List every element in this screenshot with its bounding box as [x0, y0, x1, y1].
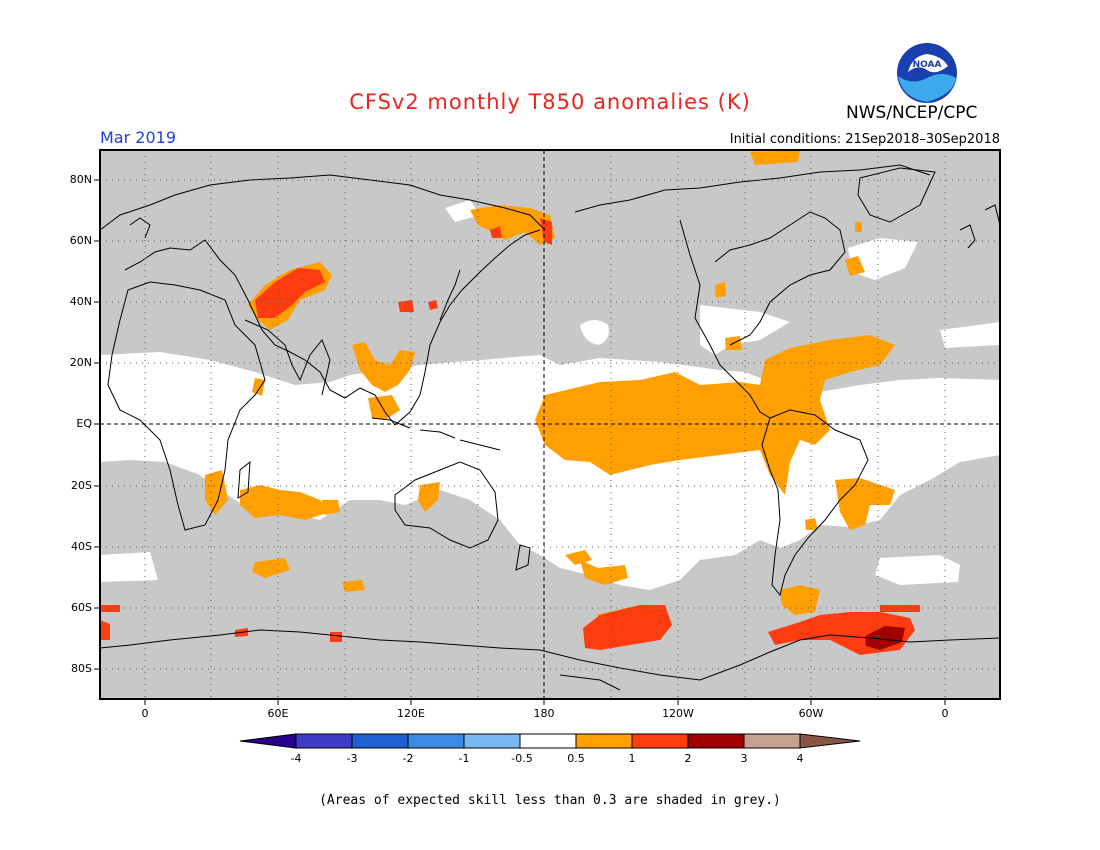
colorbar-label: -0.5 — [511, 752, 533, 765]
lon-label: 60E — [267, 707, 289, 720]
lat-label: EQ — [76, 417, 92, 430]
lat-label: 40N — [69, 295, 92, 308]
skill-note: (Areas of expected skill less than 0.3 a… — [319, 793, 781, 808]
org-name: NWS/NCEP/CPC — [846, 103, 978, 123]
colorbar-label: 1 — [628, 752, 636, 765]
lat-label: 20N — [69, 356, 92, 369]
colorbar-segment — [575, 733, 633, 749]
initial-conditions: Initial conditions: 21Sep2018–30Sep2018 — [729, 132, 1000, 147]
lon-label: 0 — [141, 707, 149, 720]
coastlines — [99, 164, 1001, 691]
lat-label: 20S — [71, 479, 92, 492]
lon-label: 120W — [662, 707, 694, 720]
reference-lines — [100, 150, 1000, 699]
lat-label: 60S — [71, 601, 92, 614]
colorbar-arrow-high — [799, 733, 861, 749]
colorbar — [239, 733, 861, 749]
lat-label: 80N — [69, 173, 92, 186]
colorbar-label: 0.5 — [567, 752, 585, 765]
graticule — [100, 150, 1000, 699]
lat-label: 80S — [71, 662, 92, 675]
lat-label: 60N — [69, 234, 92, 247]
colorbar-segment — [631, 733, 689, 749]
chart-title: CFSv2 monthly T850 anomalies (K) — [349, 90, 751, 114]
colorbar-label: -2 — [402, 752, 414, 765]
colorbar-label: 2 — [684, 752, 692, 765]
noaa-logo: NOAA — [897, 43, 957, 103]
lat-label: 40S — [71, 540, 92, 553]
colorbar-arrow-low — [239, 733, 297, 749]
lon-label: 60W — [798, 707, 824, 720]
colorbar-segment — [351, 733, 409, 749]
lon-label: 0 — [941, 707, 949, 720]
colorbar-segment — [463, 733, 521, 749]
lon-label: 180 — [533, 707, 555, 720]
colorbar-label: -3 — [346, 752, 358, 765]
colorbar-segment — [295, 733, 353, 749]
axis-ticks — [94, 179, 946, 705]
warm-anomaly-2-3 — [865, 626, 905, 650]
lon-label: 120E — [397, 707, 425, 720]
forecast-month: Mar 2019 — [100, 128, 176, 147]
colorbar-label: -1 — [458, 752, 470, 765]
colorbar-label: 3 — [740, 752, 748, 765]
logo-text: NOAA — [913, 60, 942, 70]
colorbar-label: 4 — [796, 752, 804, 765]
colorbar-segment — [743, 733, 801, 749]
colorbar-segment — [687, 733, 745, 749]
colorbar-segment — [519, 733, 577, 749]
colorbar-label: -4 — [290, 752, 302, 765]
colorbar-segment — [407, 733, 465, 749]
